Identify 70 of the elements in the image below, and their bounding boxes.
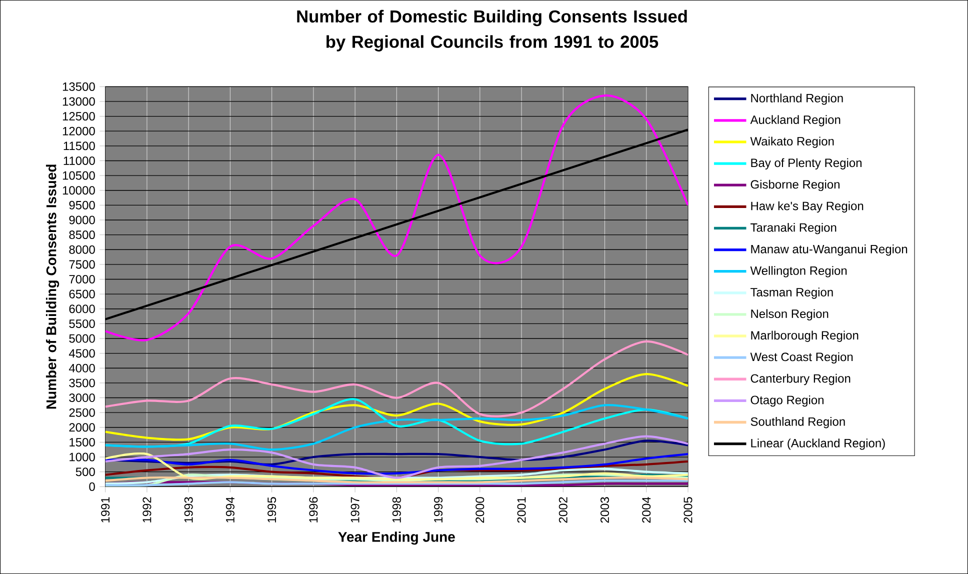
- y-tick-label: 10000: [62, 186, 95, 195]
- y-tick-label: 13000: [62, 97, 95, 106]
- line-series: [105, 452, 688, 475]
- x-tick-label: 2005: [684, 497, 692, 523]
- y-tick-label: 0: [89, 482, 95, 491]
- x-tick-label: 2000: [476, 497, 484, 523]
- line-series: [105, 372, 688, 441]
- y-tick-label: 9000: [69, 216, 95, 224]
- legend-label: Otago Region: [750, 395, 824, 407]
- y-tick-label: 10500: [62, 171, 95, 180]
- y-tick-label: 11000: [64, 156, 95, 165]
- x-axis-title: Year Ending June: [338, 532, 455, 545]
- x-tick-label: 1997: [350, 497, 360, 522]
- legend-label: Southland Region: [750, 417, 845, 428]
- legend-label: Wellington Region: [750, 266, 847, 278]
- legend-label: Manaw atu-Wanganui Region: [751, 244, 908, 256]
- y-tick-label: 9500: [69, 200, 95, 210]
- y-tick-label: 4500: [68, 349, 95, 358]
- x-tick-label: 1995: [268, 497, 276, 522]
- legend-label: Auckland Region: [750, 115, 840, 126]
- y-tick-label: 4000: [68, 364, 95, 372]
- chart-title: Number of Domestic Building Consents Issued by Regional Councils from 1991 to 2005: [297, 10, 687, 52]
- legend-label: West Coast Region: [750, 352, 853, 364]
- x-tick-label: 1996: [309, 497, 318, 522]
- x-tick-label: 1993: [184, 497, 193, 522]
- x-tick-label: 1998: [392, 497, 401, 522]
- x-tick-label: 2004: [642, 496, 651, 523]
- y-tick-label: 1500: [70, 438, 95, 446]
- y-tick-label: 3000: [69, 394, 95, 402]
- legend-label: Waikato Region: [750, 136, 834, 148]
- y-tick-label: 5500: [69, 319, 95, 328]
- y-axis-title: Number of Building Consents Issued: [46, 164, 60, 409]
- y-tick-label: 11500: [64, 142, 95, 150]
- y-tick-label: 1000: [70, 452, 95, 462]
- y-tick-label: 2000: [69, 423, 95, 432]
- y-tick-label: 12000: [62, 126, 95, 136]
- legend-label: Gisborne Region: [750, 180, 840, 192]
- y-tick-label: 5000: [69, 334, 95, 343]
- legend-label: Nelson Region: [751, 309, 828, 320]
- legend-label: Tasman Region: [750, 288, 833, 299]
- y-tick-label: 8500: [69, 230, 95, 240]
- line-series: [105, 404, 688, 451]
- legend-label: Northland Region: [751, 94, 843, 105]
- x-tick-label: 1999: [434, 497, 443, 522]
- line-series: [105, 460, 688, 480]
- y-tick-label: 6000: [69, 304, 95, 314]
- y-tick-label: 7500: [69, 260, 95, 269]
- y-tick-label: 6500: [69, 290, 95, 298]
- y-tick-label: 12500: [62, 112, 95, 121]
- x-tick-label: 1992: [142, 497, 152, 522]
- legend-label: Haw ke's Bay Region: [751, 201, 864, 213]
- y-tick-label: 2500: [69, 408, 95, 417]
- x-tick-label: 2001: [517, 497, 526, 523]
- line-series: [105, 452, 688, 480]
- y-tick-label: 8000: [69, 245, 95, 254]
- legend-label: Bay of Plenty Region: [751, 158, 862, 170]
- x-tick-label: 1994: [226, 496, 234, 522]
- x-tick-label: 1991: [101, 497, 110, 522]
- x-tick-label: 2002: [558, 497, 568, 523]
- line-series: [105, 94, 688, 342]
- legend-label: Linear (Auckland Region): [751, 438, 885, 450]
- legend-label: Marlborough Region: [751, 330, 858, 342]
- line-series: [105, 435, 688, 479]
- y-tick-label: 7000: [69, 274, 95, 284]
- y-tick-label: 13500: [62, 82, 95, 91]
- y-tick-label: 500: [76, 468, 95, 476]
- y-tick-label: 3500: [69, 378, 95, 388]
- legend-label: Canterbury Region: [750, 374, 850, 386]
- legend-label: Taranaki Region: [750, 222, 836, 234]
- x-tick-label: 2003: [600, 497, 610, 523]
